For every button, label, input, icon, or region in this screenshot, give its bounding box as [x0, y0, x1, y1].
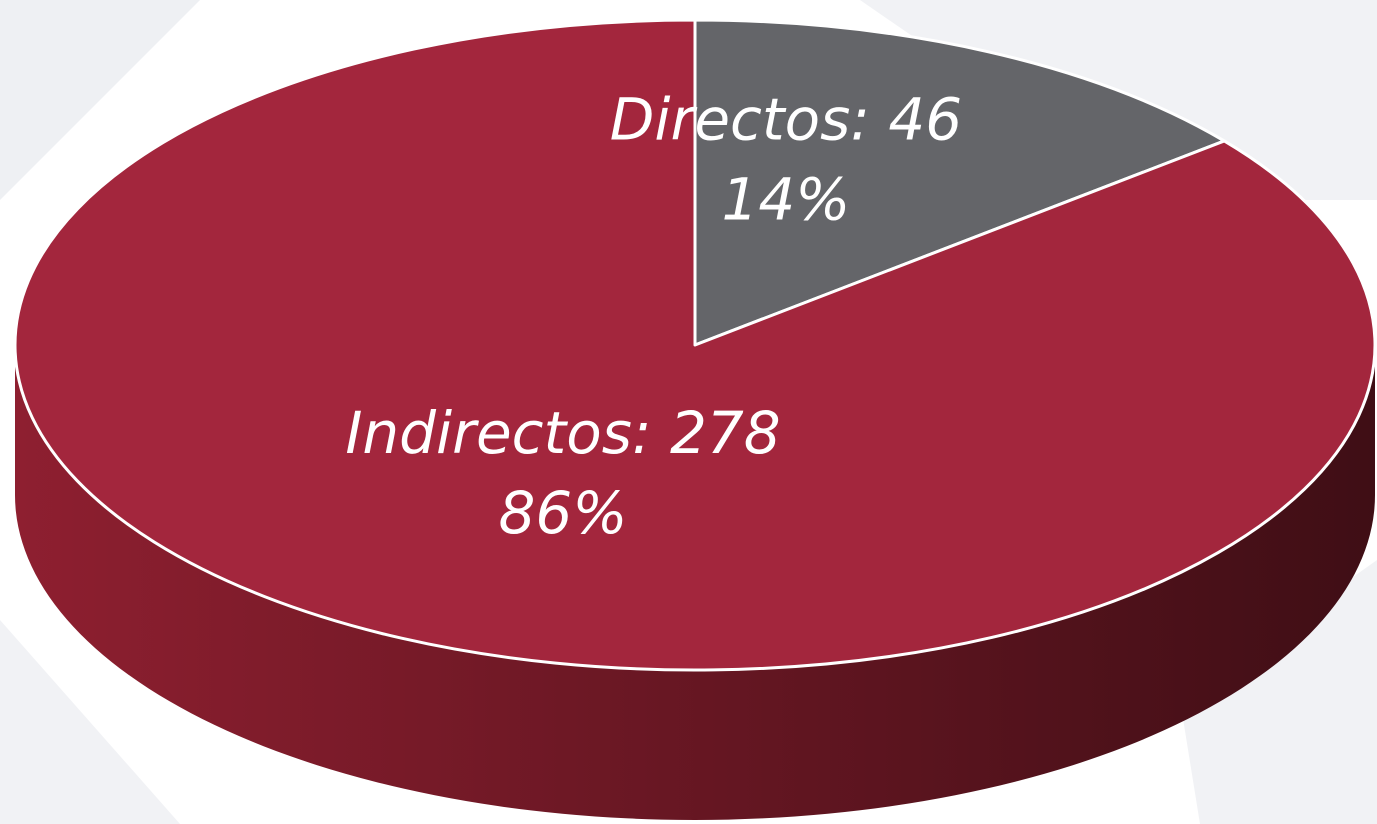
data-label: Indirectos: 278 [345, 399, 780, 467]
bg-shape [0, 620, 180, 824]
slice [693, 18, 1226, 347]
slice [13, 18, 1377, 672]
slice-side [15, 345, 1375, 820]
data-label: Directos: 46 [610, 85, 962, 153]
percent-label: 14% [721, 165, 850, 233]
percent-label: 86% [499, 479, 628, 547]
data-labels: Directos: 46 14% Indirectos: 278 86% [345, 85, 962, 547]
pie-tops [13, 18, 1377, 672]
pie-sides [15, 345, 1375, 820]
bg-shape [0, 0, 200, 200]
bg-shape [1180, 560, 1377, 824]
